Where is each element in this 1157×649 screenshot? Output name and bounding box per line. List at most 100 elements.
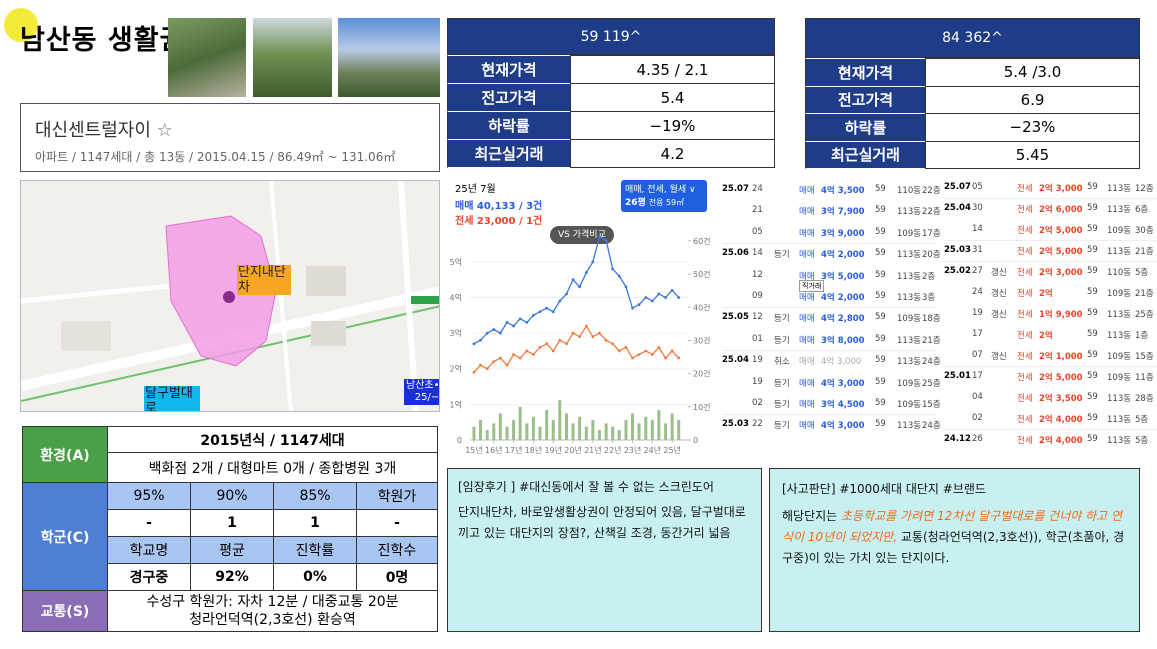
- price-point: [472, 342, 476, 346]
- price-point: [571, 278, 575, 282]
- price-point: [545, 306, 549, 310]
- x-tick-label: 19년: [544, 445, 562, 455]
- deal-month: 25.04: [722, 355, 749, 366]
- deal-size: 59: [1087, 413, 1098, 423]
- deal-size: 59: [1087, 329, 1098, 339]
- filter-dropdown[interactable]: 매매, 전세, 월세 ∨: [625, 185, 696, 195]
- transport-line: 청라언덕역(2,3호선) 환승역: [189, 612, 356, 628]
- deal-floor: 3층: [922, 293, 936, 303]
- price-point: [578, 285, 581, 289]
- deal-divider: [944, 240, 1157, 241]
- school-cell: 85%: [273, 482, 357, 510]
- deal-month: 25.03: [722, 419, 749, 430]
- y-tick-label: 5억: [450, 257, 462, 267]
- price-point: [498, 356, 502, 360]
- deal-day: 05: [972, 182, 983, 192]
- deal-day: 24: [972, 287, 983, 297]
- deal-size: 59: [875, 419, 886, 430]
- sale-summary: 매매 40,133 / 3건: [455, 201, 543, 212]
- price-point: [538, 345, 542, 349]
- x-tick-label: 15년: [465, 445, 483, 455]
- deal-tag: 등기: [774, 378, 790, 389]
- school-cell: 0명: [356, 563, 438, 591]
- price-point: [657, 345, 661, 349]
- school-sub: 25/−: [414, 392, 440, 403]
- deal-dong: 113동: [897, 207, 922, 218]
- deals-list: 25.07 24 매매 4억 3,500 59 110동 22층 21 매매 3억 7,900 59…: [718, 178, 1157, 462]
- deal-month: 24.12: [944, 434, 971, 444]
- deal-day: 21: [752, 205, 763, 216]
- deal-price: 2억 5,000: [1039, 373, 1083, 383]
- review-title: [임장후기 ] #대신동에서 잘 볼 수 없는 스크린도어: [458, 480, 714, 494]
- price-point: [677, 296, 681, 299]
- deal-size: 59: [1087, 203, 1098, 213]
- deal-floor: 12층: [1135, 184, 1154, 194]
- page-title: 남산동 생활권: [20, 25, 186, 56]
- deal-divider: [944, 198, 1157, 199]
- deal-price: 2억: [1039, 331, 1053, 341]
- deal-day: 17: [972, 329, 983, 339]
- deal-day: 09: [752, 291, 763, 301]
- deal-type: 전세: [1017, 289, 1033, 299]
- deal-size: 59: [875, 333, 886, 344]
- deal-dong: 110동: [1107, 268, 1132, 278]
- volume-bar: [538, 426, 542, 440]
- volume-bar: [677, 420, 681, 440]
- deal-day: 14: [972, 224, 983, 234]
- deal-type: 매매: [799, 314, 815, 325]
- price-point: [650, 299, 654, 303]
- deal-day: 05: [752, 226, 763, 237]
- apartment-info: 아파트 / 1147세대 / 총 13동 / 2015.04.15 / 86.4…: [35, 150, 396, 164]
- deal-type: 전세: [1017, 247, 1033, 257]
- deal-floor: 21층: [1135, 289, 1154, 299]
- deal-day: 22: [752, 419, 763, 430]
- deal-dong: 113동: [1107, 184, 1132, 194]
- price-point: [505, 363, 509, 367]
- deal-price: 4억 3,000: [821, 378, 865, 389]
- volume-bar: [512, 420, 516, 440]
- price-point: [584, 324, 588, 328]
- school-cell: -: [107, 509, 191, 537]
- deal-floor: 15층: [922, 400, 941, 410]
- deal-dong: 113동: [1107, 331, 1132, 341]
- deal-floor: 5층: [1135, 268, 1149, 278]
- deal-price: 4억 3,500: [821, 186, 865, 196]
- deal-type: 매매: [799, 357, 815, 368]
- body-text: 교통(청라언덕역(2,3호선)), 학군(초품아, 경구중)이 있는 가치 있는…: [782, 530, 1125, 565]
- deal-floor: 24층: [922, 357, 941, 368]
- x-tick-label: 20년: [564, 445, 582, 455]
- compare-button[interactable]: VS 가격비교: [550, 226, 614, 244]
- price-point: [532, 313, 535, 317]
- price-point: [565, 342, 568, 346]
- deal-size: 59: [875, 184, 886, 194]
- deal-size: 59: [875, 248, 886, 259]
- y2-tick-label: 60건: [693, 236, 711, 246]
- price-point: [670, 288, 674, 292]
- deal-tag: 등기: [774, 400, 790, 410]
- price-label: 하락률: [805, 113, 926, 142]
- y2-tick-label: 30건: [693, 335, 711, 345]
- y2-tick-label: 40건: [693, 302, 711, 312]
- body-text: 해당단지는: [782, 509, 842, 523]
- deal-type: 매매: [799, 421, 815, 432]
- price-point: [637, 353, 641, 356]
- deal-price: 4억 2,000: [821, 293, 865, 303]
- favorite-star[interactable]: ☆: [156, 120, 173, 141]
- deal-size: 59: [1087, 371, 1098, 381]
- deal-floor: 25층: [922, 378, 941, 389]
- complex-pin: [223, 291, 235, 303]
- volume-bar: [617, 430, 621, 440]
- price-point: [657, 292, 661, 296]
- deal-divider: [722, 243, 937, 245]
- price-point: [584, 271, 588, 274]
- volume-bar: [565, 413, 569, 440]
- deal-month: 25.07: [722, 184, 749, 194]
- price-point: [670, 349, 674, 353]
- price-point: [479, 363, 482, 367]
- deal-dong: 113동: [1107, 310, 1132, 320]
- price-point: [558, 338, 562, 342]
- deal-price: 4억 3,000: [821, 421, 865, 432]
- price-point: [617, 349, 621, 353]
- deal-floor: 21층: [922, 335, 941, 346]
